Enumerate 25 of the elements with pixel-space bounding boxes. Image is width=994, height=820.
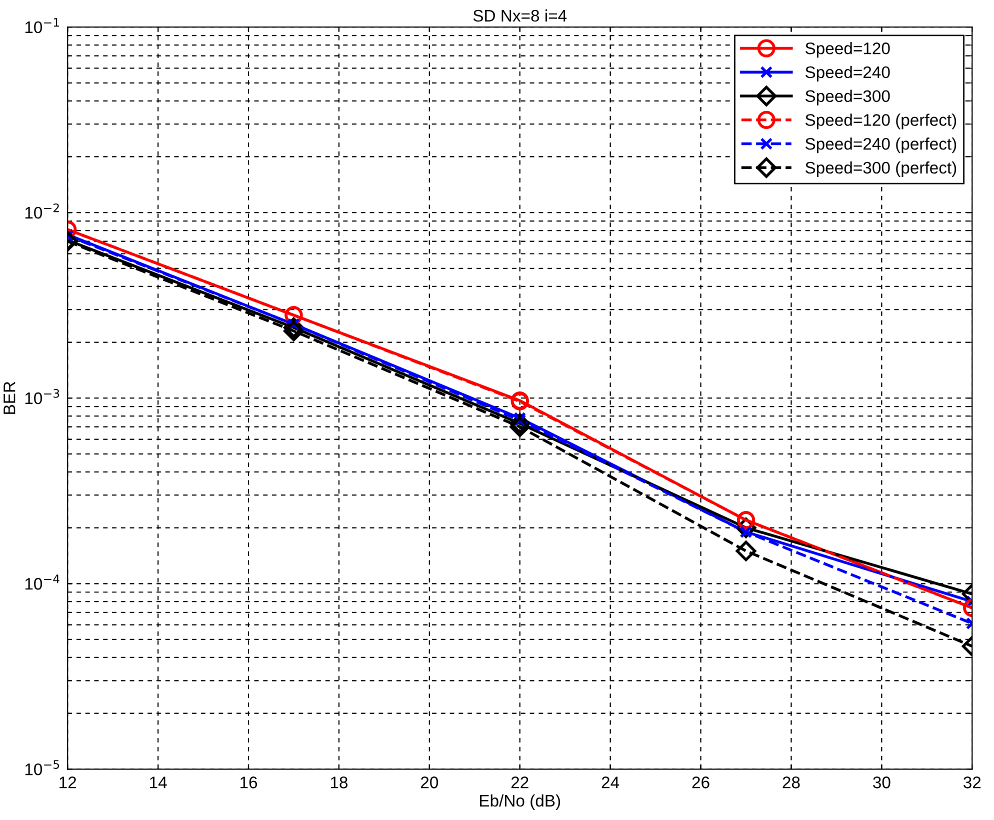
y-tick-label: 10$^{−2}$ (25, 203, 59, 219)
x-tick-label: 28 (782, 776, 800, 788)
x-tick-label: 26 (692, 776, 710, 788)
legend-label: Speed=120 (perfect) (805, 114, 956, 130)
legend-label: Speed=120 (805, 42, 890, 58)
y-axis-title: BER (4, 382, 16, 414)
x-tick-label: 12 (60, 776, 76, 788)
x-tick-label: 24 (602, 776, 620, 788)
x-tick-label: 22 (511, 776, 528, 788)
x-tick-label: 18 (330, 776, 348, 788)
y-tick-label: 10$^{−1}$ (25, 18, 59, 34)
legend-label: Speed=300 (perfect) (805, 161, 956, 177)
x-tick-label: 16 (240, 776, 258, 788)
legend-label: Speed=240 (805, 66, 890, 82)
legend-label: Speed=300 (805, 90, 890, 106)
x-tick-label: 20 (420, 776, 438, 788)
legend-label: Speed=240 (perfect) (805, 138, 956, 154)
x-axis-title: Eb/No (dB) (480, 794, 560, 810)
x-tick-label: 30 (873, 776, 890, 788)
y-tick-label: 10$^{−4}$ (25, 574, 60, 590)
y-tick-label: 10$^{−3}$ (25, 388, 60, 404)
x-tick-label: 14 (150, 776, 167, 788)
x-tick-label: 32 (964, 776, 981, 788)
chart-title: SD Nx=8 i=4 (473, 9, 567, 22)
y-tick-label: 10$^{−5}$ (25, 760, 60, 776)
